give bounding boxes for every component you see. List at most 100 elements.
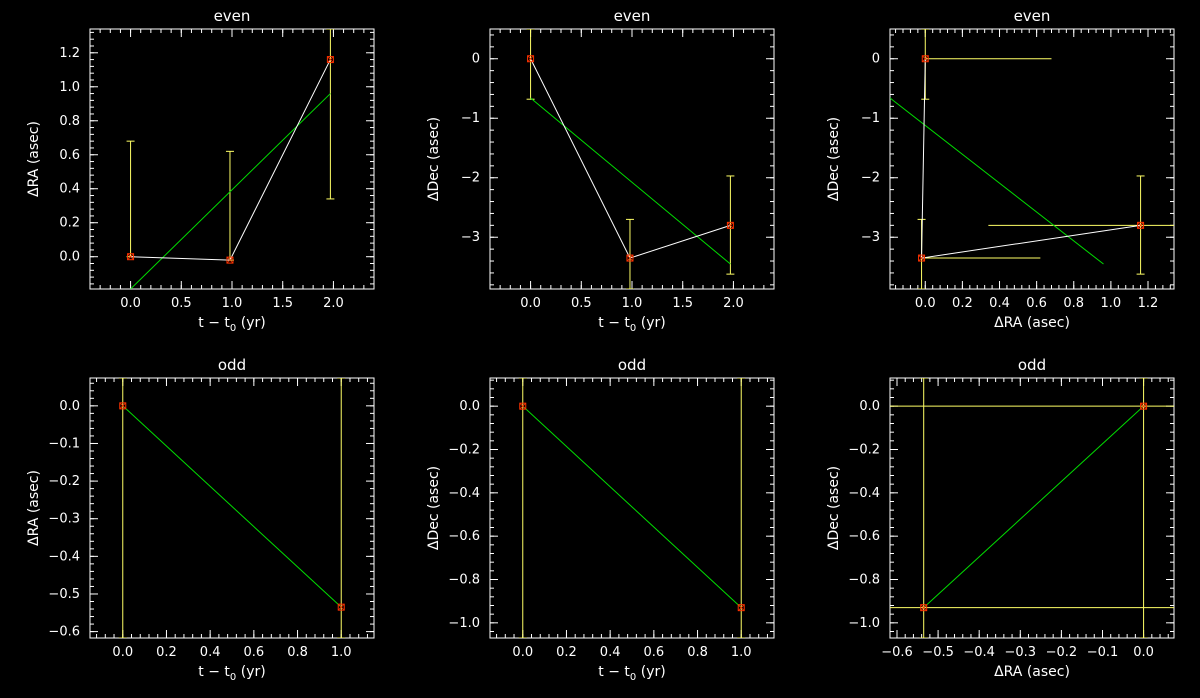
x-tick-label: 2.0 bbox=[323, 296, 344, 311]
x-tick-label: 0.4 bbox=[600, 645, 621, 660]
y-tick-label: −0.1 bbox=[48, 436, 80, 451]
x-axis-label: ΔRA (asec) bbox=[994, 315, 1070, 331]
plot-frame bbox=[89, 377, 375, 639]
data-point bbox=[326, 56, 334, 64]
panel-3: 0.0 0.2 0.4 0.6 0.8 1.0 1.2 −3 −2 −1 0 even ΔRA (ase… bbox=[826, 7, 1175, 331]
plot-frame bbox=[489, 28, 775, 290]
data-point bbox=[737, 604, 745, 612]
data-point bbox=[127, 253, 135, 261]
data-layer bbox=[518, 378, 746, 638]
x-axis-label-unit: (yr) bbox=[236, 664, 265, 680]
data-point-cross bbox=[1137, 222, 1144, 229]
chart-title: odd bbox=[1018, 356, 1046, 374]
y-tick-label: −0.2 bbox=[48, 474, 80, 489]
x-tick-label: 0.2 bbox=[156, 645, 177, 660]
x-tick-label: 0.2 bbox=[952, 296, 973, 311]
chart-title: even bbox=[614, 7, 651, 25]
y-tick-label: −2 bbox=[861, 171, 880, 186]
y-axis-label: ΔDec (asec) bbox=[826, 466, 842, 550]
data-point-cross bbox=[626, 254, 634, 262]
data-point bbox=[119, 402, 127, 410]
x-tick-label: 0.6 bbox=[644, 645, 665, 660]
data-line bbox=[130, 59, 331, 261]
x-tick-label: 1.5 bbox=[672, 296, 693, 311]
x-tick-label: 1.2 bbox=[1138, 296, 1159, 311]
data-point-cross bbox=[119, 402, 127, 410]
fit-line bbox=[122, 405, 342, 608]
y-tick-label: −0.4 bbox=[448, 486, 480, 501]
data-point-cross bbox=[920, 604, 927, 611]
y-tick-label: 0 bbox=[872, 52, 880, 67]
data-point bbox=[1140, 402, 1148, 410]
y-tick-label: −1.0 bbox=[448, 616, 480, 631]
x-tick-label: 0.4 bbox=[989, 296, 1010, 311]
data-point-cross bbox=[527, 55, 534, 63]
plot-frame bbox=[889, 377, 1175, 639]
y-axis-label: ΔDec (asec) bbox=[426, 117, 442, 201]
y-tick-label: −1.0 bbox=[848, 616, 880, 631]
data-layer bbox=[890, 29, 1174, 289]
data-point-cross bbox=[327, 56, 334, 63]
x-axis-label-main: t − t bbox=[598, 315, 630, 331]
x-tick-label: 0.2 bbox=[556, 645, 577, 660]
data-layer bbox=[890, 378, 1174, 638]
x-tick-label: −0.3 bbox=[1004, 645, 1036, 660]
x-tick-label: 0.8 bbox=[287, 645, 308, 660]
x-tick-label: 0.0 bbox=[520, 296, 541, 311]
x-axis-label-main: t − t bbox=[198, 664, 230, 680]
y-tick-label: 0 bbox=[472, 52, 480, 67]
fit-line bbox=[522, 405, 742, 609]
y-tick-label: −0.3 bbox=[48, 512, 80, 527]
y-tick-label: −0.6 bbox=[48, 625, 80, 640]
x-tick-label: 0.0 bbox=[1133, 645, 1154, 660]
x-axis-label-subscript: 0 bbox=[630, 672, 636, 683]
data-point bbox=[626, 254, 634, 262]
data-point-cross bbox=[1140, 402, 1147, 410]
x-tick-label: 0.8 bbox=[687, 645, 708, 660]
data-point-cross bbox=[918, 254, 925, 262]
x-tick-label: 1.0 bbox=[1101, 296, 1122, 311]
data-point-cross bbox=[727, 222, 734, 229]
x-axis-label-main: t − t bbox=[198, 315, 230, 331]
chart-title: even bbox=[214, 7, 251, 25]
data-point bbox=[519, 402, 527, 410]
y-tick-label: −0.8 bbox=[848, 573, 880, 588]
chart-title: odd bbox=[618, 356, 646, 374]
plot-frame bbox=[489, 377, 775, 639]
x-tick-label: 1.5 bbox=[272, 296, 293, 311]
data-point bbox=[918, 254, 926, 262]
y-axis-label: ΔRA (asec) bbox=[26, 121, 42, 197]
data-layer bbox=[526, 29, 735, 289]
y-tick-label: 0.0 bbox=[59, 399, 80, 414]
x-axis-label-unit: (yr) bbox=[236, 315, 265, 331]
panel-1: 0.0 0.5 1.0 1.5 2.0 0.0 0.2 0.4 0.6 0.8 1.0 1.2 even… bbox=[26, 7, 375, 334]
y-axis-label: ΔDec (asec) bbox=[426, 466, 442, 550]
y-tick-label: −0.4 bbox=[48, 549, 80, 564]
chart-title: even bbox=[1014, 7, 1051, 25]
x-tick-label: −0.4 bbox=[963, 645, 995, 660]
x-tick-label: 0.6 bbox=[1026, 296, 1047, 311]
x-tick-label: 2.0 bbox=[723, 296, 744, 311]
chart-title: odd bbox=[218, 356, 246, 374]
data-point bbox=[726, 221, 734, 229]
data-point bbox=[921, 55, 929, 63]
x-tick-label: 0.0 bbox=[915, 296, 936, 311]
y-tick-label: −3 bbox=[461, 230, 480, 245]
data-point-cross bbox=[337, 603, 345, 611]
y-tick-label: 0.2 bbox=[59, 216, 80, 231]
plot-frame bbox=[889, 28, 1175, 290]
data-layer bbox=[126, 29, 335, 289]
y-tick-label: 0.0 bbox=[59, 250, 80, 265]
y-axis-label: ΔRA (asec) bbox=[26, 470, 42, 546]
data-point-cross bbox=[226, 256, 234, 264]
x-tick-label: 0.0 bbox=[120, 296, 141, 311]
x-tick-label: 1.0 bbox=[331, 645, 352, 660]
y-tick-label: −3 bbox=[861, 230, 880, 245]
y-tick-label: −1 bbox=[461, 111, 480, 126]
x-axis-label: ΔRA (asec) bbox=[994, 664, 1070, 680]
x-tick-label: −0.1 bbox=[1087, 645, 1119, 660]
x-axis-label: t − t0 (yr) bbox=[598, 315, 665, 334]
y-axis-label: ΔDec (asec) bbox=[826, 117, 842, 201]
